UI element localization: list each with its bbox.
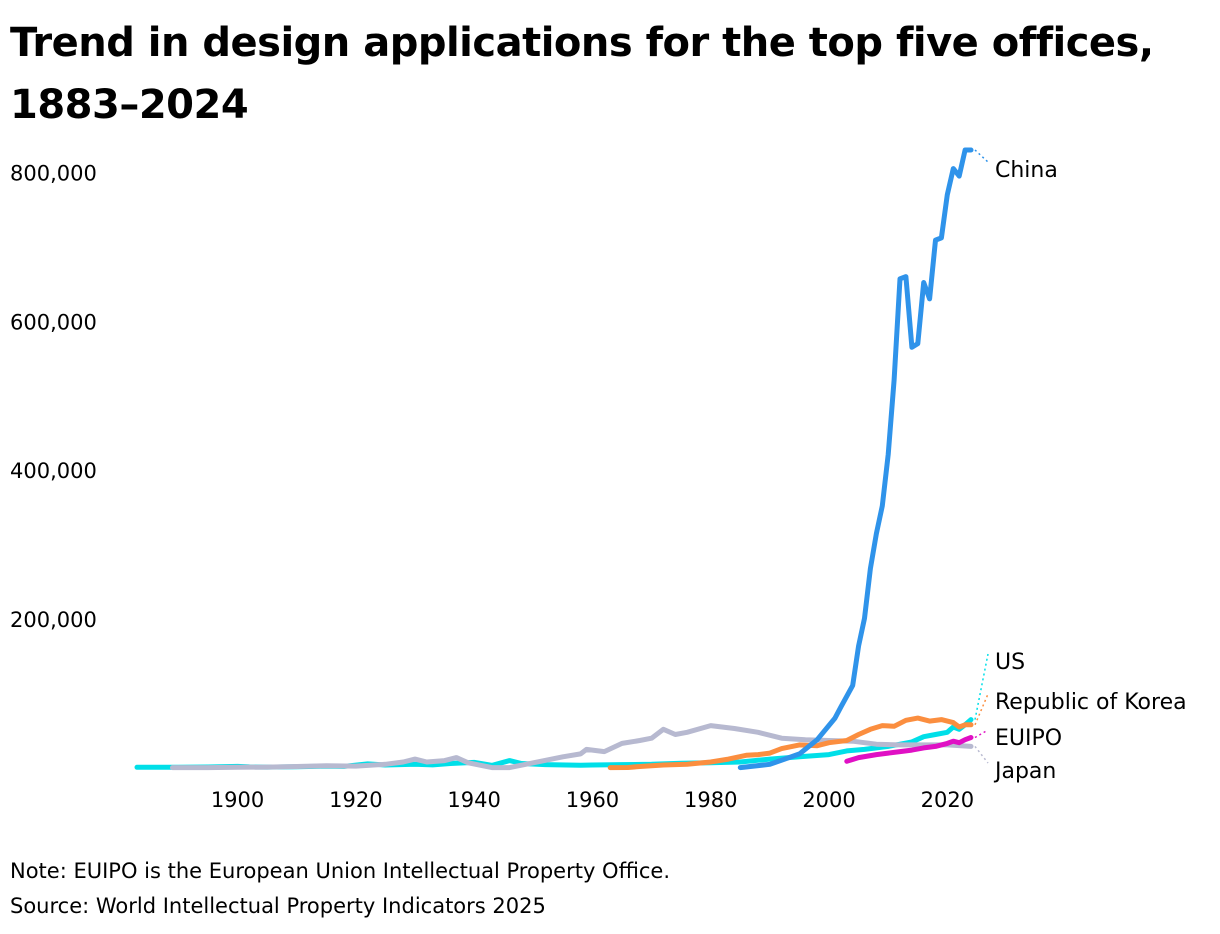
label-leader-euipo [974,729,989,739]
x-tick-label: 1900 [211,788,264,812]
chart-source: Source: World Intellectual Property Indi… [10,894,546,918]
chart-title: Trend in design applications for the top… [10,20,1154,128]
series-lines [134,147,974,771]
label-leader-republic-of-korea [974,693,989,726]
x-tick-label: 1960 [566,788,619,812]
series-label-republic-of-korea: Republic of Korea [995,690,1187,715]
label-leader-japan [974,745,989,764]
y-tick-label: 200,000 [10,608,97,632]
label-leader-us [974,653,989,720]
series-label-us: US [995,650,1025,675]
series-labels: China US Republic of Korea EUIPO Japan [974,149,1187,784]
series-label-euipo: EUIPO [995,726,1062,751]
x-tick-label: 2020 [921,788,974,812]
x-tick-label: 1940 [447,788,500,812]
x-tick-label: 1920 [329,788,382,812]
series-line-china [737,147,974,771]
y-axis-ticks: 200,000 400,000 600,000 800,000 [10,161,97,632]
x-tick-label: 1980 [684,788,737,812]
y-tick-label: 800,000 [10,161,97,185]
series-label-japan: Japan [993,759,1056,784]
label-leader-china [974,149,989,163]
x-tick-label: 2000 [802,788,855,812]
series-line-japan [170,723,974,771]
series-line-republic-of-korea [607,715,974,771]
series-line-euipo [844,735,974,764]
x-axis-ticks: 1900 1920 1940 1960 1980 2000 2020 [211,788,974,812]
y-tick-label: 600,000 [10,310,97,334]
series-label-china: China [995,158,1058,183]
chart-note: Note: EUIPO is the European Union Intell… [10,859,671,883]
y-tick-label: 400,000 [10,459,97,483]
